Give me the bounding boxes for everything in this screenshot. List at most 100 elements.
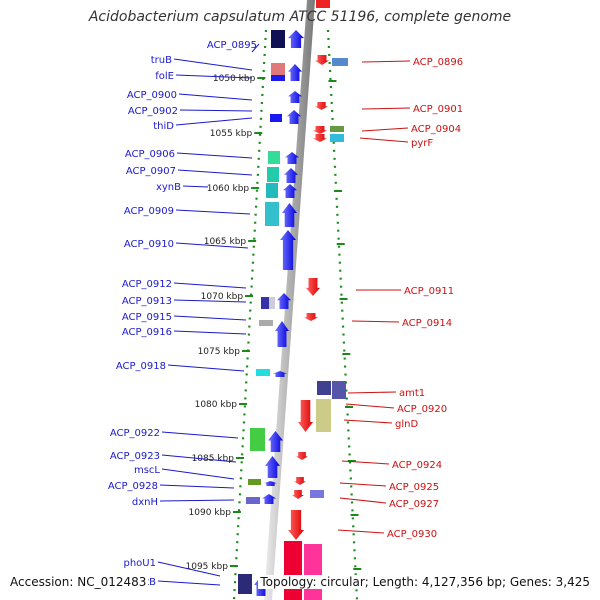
label-leader-right (343, 419, 393, 424)
gene-label-right: ACP_0925 (389, 482, 439, 493)
label-leader-left (175, 74, 253, 79)
gene-arrow-forward (273, 371, 287, 377)
gene-block (267, 167, 279, 182)
gene-block (266, 183, 278, 198)
label-leader-left (179, 109, 253, 112)
gene-label-left: ACP_0913 (122, 296, 172, 307)
label-leader-left (173, 58, 253, 71)
gene-label-left: xynB (156, 182, 181, 193)
label-leader-left (157, 561, 221, 577)
label-leader-right (341, 460, 390, 465)
label-leader-left (173, 282, 247, 289)
gene-label-left: ACP_0916 (122, 327, 172, 338)
gene-arrow-reverse (306, 278, 320, 296)
gene-arrow-reverse (315, 55, 329, 65)
gene-arrow-forward (283, 184, 297, 198)
gene-block (284, 541, 302, 600)
gene-block (259, 320, 273, 326)
gene-label-right: ACP_0901 (413, 104, 463, 115)
label-leader-right (345, 403, 395, 409)
gene-label-right: amt1 (399, 388, 425, 399)
label-leader-right (339, 497, 387, 504)
gene-arrow-reverse (294, 477, 306, 485)
gene-block (310, 490, 324, 498)
label-leader-right (347, 391, 397, 394)
gene-arrow-reverse (296, 452, 308, 460)
gene-arrow-reverse (298, 400, 313, 432)
gene-label-right: ACP_0904 (411, 124, 461, 135)
ruler-label: 1065 kbp (204, 237, 247, 247)
gene-block (304, 544, 322, 600)
label-leader-left (178, 93, 253, 101)
gene-label-right: ACP_0920 (397, 404, 447, 415)
label-leader-right (361, 60, 411, 63)
gene-label-left: ACP_0909 (124, 206, 174, 217)
label-leader-left (176, 152, 253, 159)
gene-arrow-reverse (315, 102, 328, 110)
gene-label-left: ACP_0906 (125, 149, 175, 160)
label-leader-left (182, 185, 209, 188)
gene-arrow-forward (288, 64, 302, 81)
gene-arrow-reverse (313, 134, 327, 142)
gene-label-left: truB (151, 55, 172, 66)
gene-block (248, 479, 261, 485)
label-leader-left (161, 431, 239, 439)
ruler-label: 1095 kbp (186, 562, 229, 572)
label-leader-left (173, 330, 247, 335)
ruler-label: 1060 kbp (207, 184, 250, 194)
gene-label-left: ACP_0910 (124, 239, 174, 250)
label-leader-right (351, 320, 400, 323)
gene-block (271, 30, 285, 48)
gene-arrow-forward (264, 481, 277, 486)
gene-label-left: thiD (153, 121, 174, 132)
gene-label-left: ACP_0900 (127, 90, 177, 101)
label-leader-right (339, 482, 387, 487)
label-leader-left (157, 580, 221, 586)
gene-arrow-forward (280, 230, 296, 270)
gene-label-left: ACP_0915 (122, 312, 172, 323)
gene-block (271, 75, 285, 81)
gene-arrow-forward (282, 203, 297, 227)
gene-label-left: phoU1 (124, 558, 157, 569)
gene-label-left: ACP_0923 (110, 451, 160, 462)
gene-label-left: ACP_0922 (110, 428, 160, 439)
gene-label-right: ACP_0914 (402, 318, 452, 329)
gene-block (332, 381, 346, 399)
label-leader-left (161, 468, 235, 480)
ruler-label: 1070 kbp (201, 292, 244, 302)
label-leader-right (361, 127, 409, 132)
ruler-label: 1055 kbp (210, 129, 253, 139)
label-leader-right (337, 529, 385, 534)
gene-label-right: ACP_0911 (404, 286, 454, 297)
gene-label-right: ACP_0896 (413, 57, 463, 68)
label-leader-left (173, 299, 247, 303)
gene-label-left: ACP_0918 (116, 361, 166, 372)
label-leader-left (173, 315, 247, 321)
label-leader-right (359, 137, 409, 143)
ruler-label: 1080 kbp (195, 400, 238, 410)
ruler-label: 1090 kbp (189, 508, 232, 518)
gene-label-right: ACP_0927 (389, 499, 439, 510)
gene-arrow-forward (265, 456, 280, 478)
gene-label-left: ACP_0912 (122, 279, 172, 290)
gene-arrow-forward (277, 293, 291, 309)
gene-block (330, 134, 344, 142)
gene-arrow-forward (287, 110, 301, 124)
gene-block (268, 151, 280, 164)
gene-label-left: ACP_0902 (128, 106, 178, 117)
gene-arrow-reverse (288, 510, 304, 540)
label-leader-left (175, 117, 253, 126)
gene-label-left: folE (155, 71, 174, 82)
gene-arrow-reverse (313, 126, 327, 134)
label-leader-left (177, 169, 253, 176)
gene-label-left: ACP_0907 (126, 166, 176, 177)
label-leader-left (175, 209, 251, 215)
gene-label-right: pyrF (411, 138, 433, 149)
gene-label-right: glnD (395, 419, 418, 430)
map-footer: Accession: NC_012483 Topology: circular;… (0, 573, 600, 591)
gene-label-right: ACP_0924 (392, 460, 442, 471)
gene-arrow-reverse (292, 490, 304, 499)
gene-arrow-forward (288, 91, 302, 103)
ruler-label: 1075 kbp (198, 347, 241, 357)
topology-text: Topology: circular; Length: 4,127,356 bp… (258, 575, 592, 589)
